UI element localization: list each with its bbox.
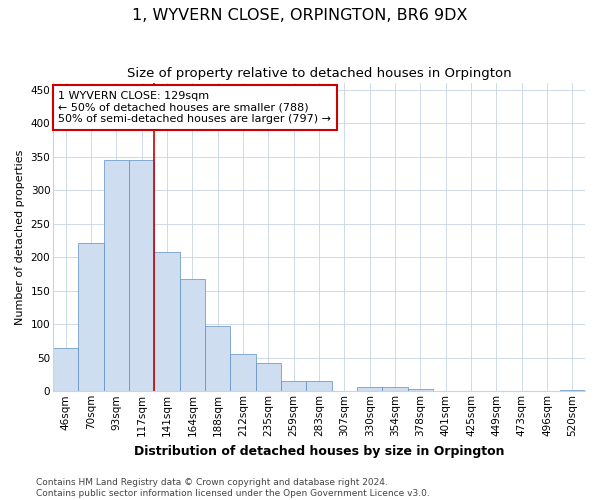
Bar <box>205 326 230 392</box>
X-axis label: Distribution of detached houses by size in Orpington: Distribution of detached houses by size … <box>134 444 504 458</box>
Bar <box>129 160 154 392</box>
Bar <box>256 363 281 392</box>
Bar <box>560 390 585 392</box>
Title: Size of property relative to detached houses in Orpington: Size of property relative to detached ho… <box>127 68 511 80</box>
Bar <box>382 386 407 392</box>
Bar <box>180 280 205 392</box>
Text: 1 WYVERN CLOSE: 129sqm
← 50% of detached houses are smaller (788)
50% of semi-de: 1 WYVERN CLOSE: 129sqm ← 50% of detached… <box>58 91 331 124</box>
Bar <box>154 252 180 392</box>
Bar <box>407 388 433 392</box>
Bar <box>357 386 382 392</box>
Y-axis label: Number of detached properties: Number of detached properties <box>15 150 25 325</box>
Bar <box>79 242 104 392</box>
Bar <box>307 381 332 392</box>
Bar <box>53 348 79 392</box>
Bar <box>104 160 129 392</box>
Text: 1, WYVERN CLOSE, ORPINGTON, BR6 9DX: 1, WYVERN CLOSE, ORPINGTON, BR6 9DX <box>132 8 468 22</box>
Bar <box>230 354 256 392</box>
Text: Contains HM Land Registry data © Crown copyright and database right 2024.
Contai: Contains HM Land Registry data © Crown c… <box>36 478 430 498</box>
Bar <box>281 381 307 392</box>
